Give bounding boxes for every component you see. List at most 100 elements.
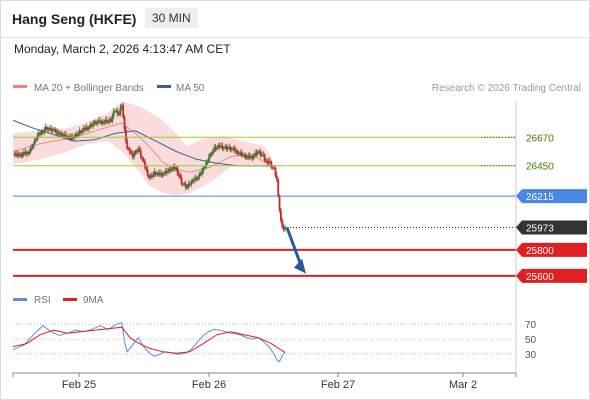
candle-body <box>24 152 27 155</box>
candle-body <box>239 152 242 154</box>
candle-body <box>149 175 152 178</box>
candle-body <box>225 146 228 150</box>
candle-body <box>165 171 168 174</box>
level-label-25973: 25973 <box>526 224 554 235</box>
candle-body <box>101 121 104 124</box>
candle-body <box>241 155 244 157</box>
candle-body <box>186 187 188 189</box>
candle-body <box>201 171 203 175</box>
candle-body <box>104 120 107 122</box>
ma50-legend-label: MA 50 <box>176 83 205 94</box>
candle-body <box>39 132 42 135</box>
candle-body <box>175 167 178 170</box>
candle-body <box>271 167 274 169</box>
candle-body <box>231 149 233 151</box>
candle-body <box>131 152 134 158</box>
candle-body <box>129 148 131 153</box>
candle-body <box>246 157 248 159</box>
candle-body <box>86 127 89 130</box>
candle-body <box>256 151 259 155</box>
candle-body <box>31 147 33 149</box>
candle-body <box>229 147 232 151</box>
candle-body <box>178 173 180 176</box>
candle-body <box>90 124 93 127</box>
candle-body <box>55 131 58 133</box>
candle-body <box>108 119 111 121</box>
candle-body <box>134 150 137 155</box>
candle-body <box>137 148 140 153</box>
candle-body <box>20 153 23 157</box>
level-tag-25600 <box>516 268 587 283</box>
candle-body <box>179 175 182 178</box>
candle-body <box>192 179 195 182</box>
candle-body <box>236 150 239 155</box>
level-tag-26215 <box>516 189 587 204</box>
candle-body <box>50 127 52 132</box>
candle-body <box>267 160 270 164</box>
candle-body <box>122 105 125 118</box>
candle-body <box>62 135 65 137</box>
candle-body <box>167 170 169 174</box>
candle-body <box>233 148 236 152</box>
candle-body <box>156 173 159 176</box>
candle-body <box>46 127 48 131</box>
candle-body <box>146 169 149 176</box>
candle-body <box>52 128 55 130</box>
candle-body <box>258 151 261 153</box>
candle-body <box>161 173 164 176</box>
candle-body <box>220 145 222 148</box>
candle-body <box>154 171 157 176</box>
candle-body <box>277 179 280 197</box>
candle-body <box>180 177 183 185</box>
candle-body <box>250 156 252 159</box>
level-label-26670: 26670 <box>526 133 554 144</box>
timeframe-badge[interactable]: 30 MIN <box>145 8 198 28</box>
candle-body <box>247 155 250 158</box>
candle-body <box>213 147 216 151</box>
candle-body <box>114 110 116 112</box>
candle-body <box>100 121 103 123</box>
candle-body <box>216 147 218 150</box>
candle-body <box>221 145 224 149</box>
candle-body <box>184 183 187 188</box>
candle-body <box>42 131 44 133</box>
candle-body <box>124 129 127 142</box>
candle-body <box>195 177 198 180</box>
candle-body <box>282 227 285 230</box>
candle-body <box>18 153 21 155</box>
candle-body <box>194 177 197 180</box>
level-label-26215: 26215 <box>526 192 554 203</box>
candle-body <box>188 183 191 185</box>
candle-body <box>95 121 97 124</box>
candle-body <box>235 150 237 152</box>
candle-body <box>171 168 174 171</box>
candle-body <box>251 156 254 159</box>
rsi-tick-50: 50 <box>525 335 537 346</box>
candle-body <box>152 174 154 178</box>
candle-body <box>135 150 138 153</box>
candle-body <box>278 196 281 211</box>
x-axis: Feb 25 Feb 26 Feb 27 Mar 2 <box>12 101 517 391</box>
candle-body <box>164 171 167 174</box>
candle-body <box>65 134 67 138</box>
chart-datetime: Monday, March 2, 2026 4:13:47 AM CET <box>14 42 231 56</box>
candle-body <box>142 159 145 162</box>
candle-body <box>274 168 277 176</box>
x-tick-label: Feb 25 <box>62 379 96 391</box>
candle-body <box>191 181 194 183</box>
rsi-legend-label: RSI <box>34 295 51 306</box>
candle-body <box>61 132 63 137</box>
candle-body <box>259 151 262 156</box>
candle-body <box>14 153 17 155</box>
candle-body <box>78 130 81 134</box>
candle-body <box>160 173 163 176</box>
candle-body <box>88 126 91 130</box>
rsi-tick-30: 30 <box>525 350 537 361</box>
candle-body <box>273 167 276 169</box>
candle-body <box>99 120 101 123</box>
candle-body <box>107 120 110 123</box>
candle-body <box>84 127 86 130</box>
candle-body <box>93 121 96 124</box>
instrument-title: Hang Seng (HKFE) <box>12 11 137 27</box>
candle-body <box>44 127 47 130</box>
